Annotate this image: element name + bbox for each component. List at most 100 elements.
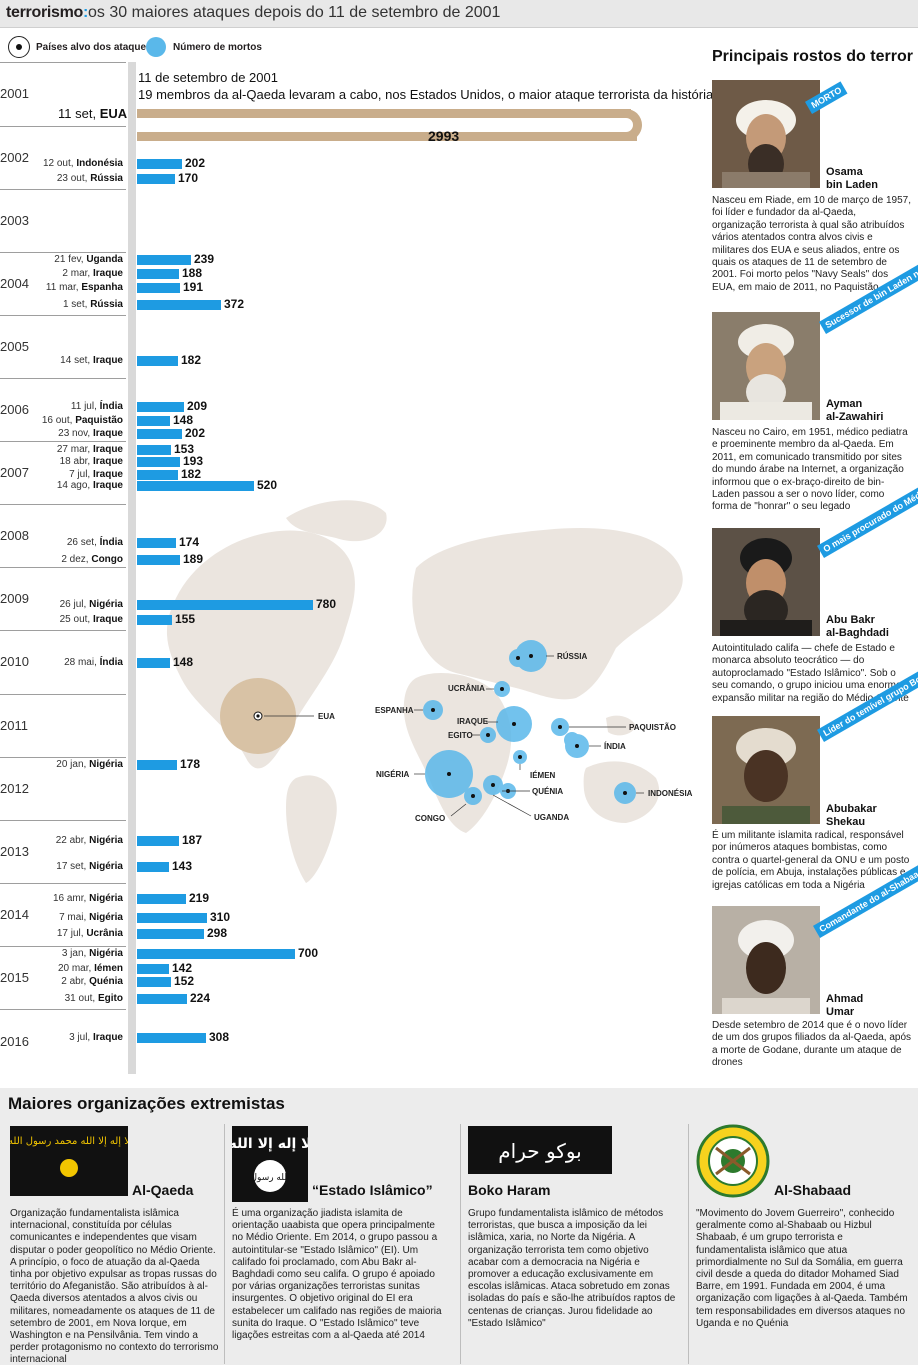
year-block: 2006 [0,378,126,441]
bar-value: 188 [182,266,203,280]
year-label: 2013 [0,844,29,859]
year-block: 2008 [0,504,126,567]
bar [137,402,184,412]
usa-marker-dot [256,714,260,718]
bar-label: 23 out, Rússia [56,173,123,184]
bar [137,356,178,366]
bar-value: 143 [172,859,193,873]
faces-column: Principais rostos do terror MORTO Osama b… [700,44,918,1084]
bar-value: 142 [172,961,193,975]
bar-label: 2 abr, Quénia [61,976,123,987]
bar-label: 7 mai, Nigéria [59,912,123,923]
label-ukraine: UCRÂNIA [448,684,485,693]
bar-label: 17 jul, Ucrânia [56,928,123,939]
estado-islamico-name: “Estado Islâmico” [312,1182,433,1198]
estado-islamico-desc: É uma organização jiadista islamita de o… [232,1208,442,1342]
year-block: 2003 [0,189,126,252]
bar [137,429,182,439]
desc-umar: Desde setembro de 2014 que é o novo líde… [712,1020,912,1069]
year-block: 2009 [0,567,126,630]
bar [137,538,176,548]
divider [224,1124,225,1364]
leader-lines [414,655,644,817]
svg-text:الله رسول: الله رسول [251,1173,290,1183]
bar-label: 3 jul, Iraque [69,1032,123,1043]
name-baghdadi: Abu Bakr al-Baghdadi [826,614,889,639]
label-spain: ESPANHA [375,706,414,715]
desc-shekau: É um militante islamita radical, respons… [712,830,910,891]
label-russia: RÚSSIA [557,652,587,661]
first-bar-bottom [463,132,637,141]
boko-haram-name: Boko Haram [468,1182,551,1198]
bar-label: 12 out, Indonésia [42,158,123,169]
bar [137,615,172,625]
bar-value: 202 [185,426,206,440]
year-block: 2007 [0,441,126,504]
bar-label: 27 mar, Iraque [56,444,123,455]
boko-haram-flag: بوكو حرام [468,1126,612,1174]
portrait-baghdadi [712,528,820,636]
bar [137,283,180,293]
bar [137,964,169,974]
year-label: 2009 [0,591,29,606]
divider [460,1124,461,1364]
year-block: 2014 [0,883,126,946]
first-attack-subtitle: 19 membros da al-Qaeda levaram a cabo, n… [138,87,714,102]
bar [137,300,221,310]
year-label: 2016 [0,1034,29,1049]
world-map: EUA [136,478,701,888]
org-estado-islamico: لا إله إلا الله الله رسول “Estado Islâmic… [224,1124,444,1364]
first-attack-value: 2993 [428,128,460,144]
bar [137,836,179,846]
bar-label: 28 mai, Índia [64,657,123,668]
bar-value: 209 [187,399,208,413]
timeline-rule [128,62,136,1074]
al-qaeda-flag: لا إله إلا الله محمد رسول الله [8,1126,130,1196]
label-uganda: UGANDA [534,813,569,822]
bar-value: 239 [194,252,215,266]
year-block: 2010 [0,630,126,694]
bar-value: 191 [183,280,204,294]
desc-zawahiri: Nasceu no Cairo, em 1951, médico pediatr… [712,427,908,513]
bar-value: 155 [175,612,196,626]
bar-value: 189 [183,552,204,566]
portrait-bin-laden [712,80,820,188]
bar [137,174,175,184]
bar-label: 26 jul, Nigéria [59,599,123,610]
year-block: 2016 [0,1009,126,1074]
bar-label: 14 ago, Iraque [56,480,123,491]
bar-label: 7 jul, Iraque [69,469,123,480]
first-attack-label: 11 set, EUA [58,106,128,121]
bar-value: 700 [298,946,319,960]
bar-value: 780 [316,597,337,611]
svg-text:لا إله إلا الله: لا إله إلا الله [232,1136,308,1152]
year-block: 2004 [0,252,126,315]
al-shabaad-emblem [696,1124,770,1198]
year-block: 2005 [0,315,126,378]
label-yemen: IÉMEN [530,771,556,780]
year-label: 2014 [0,907,29,922]
year-label: 2006 [0,402,29,417]
desc-bin-laden: Nasceu em Riade, em 10 de março de 1957,… [712,195,911,293]
bar [137,269,179,279]
year-label: 2012 [0,781,29,796]
bar [137,457,180,467]
al-qaeda-name: Al-Qaeda [132,1182,194,1198]
year-label: 2001 [0,86,29,101]
bar-label: 23 nov, Iraque [58,428,123,439]
bar-value: 219 [189,891,210,905]
bar-label: 14 set, Iraque [60,355,123,366]
name-bin-laden: Osama bin Laden [826,166,878,191]
year-label: 2005 [0,339,29,354]
year-label: 2007 [0,465,29,480]
bar [137,1033,206,1043]
name-umar: Ahmad Umar [826,993,864,1018]
estado-islamico-flag: لا إله إلا الله الله رسول [228,1126,312,1202]
legend-deaths: Número de mortos [173,42,262,53]
label-india: ÍNDIA [604,742,626,751]
bar-label: 11 jul, Índia [70,401,123,412]
svg-text:بوكو حرام: بوكو حرام [498,1139,581,1163]
bar-label: 26 set, Índia [66,537,123,548]
world-map-svg: EUA [166,500,693,883]
bar-label: 16 amr, Nigéria [52,893,123,904]
